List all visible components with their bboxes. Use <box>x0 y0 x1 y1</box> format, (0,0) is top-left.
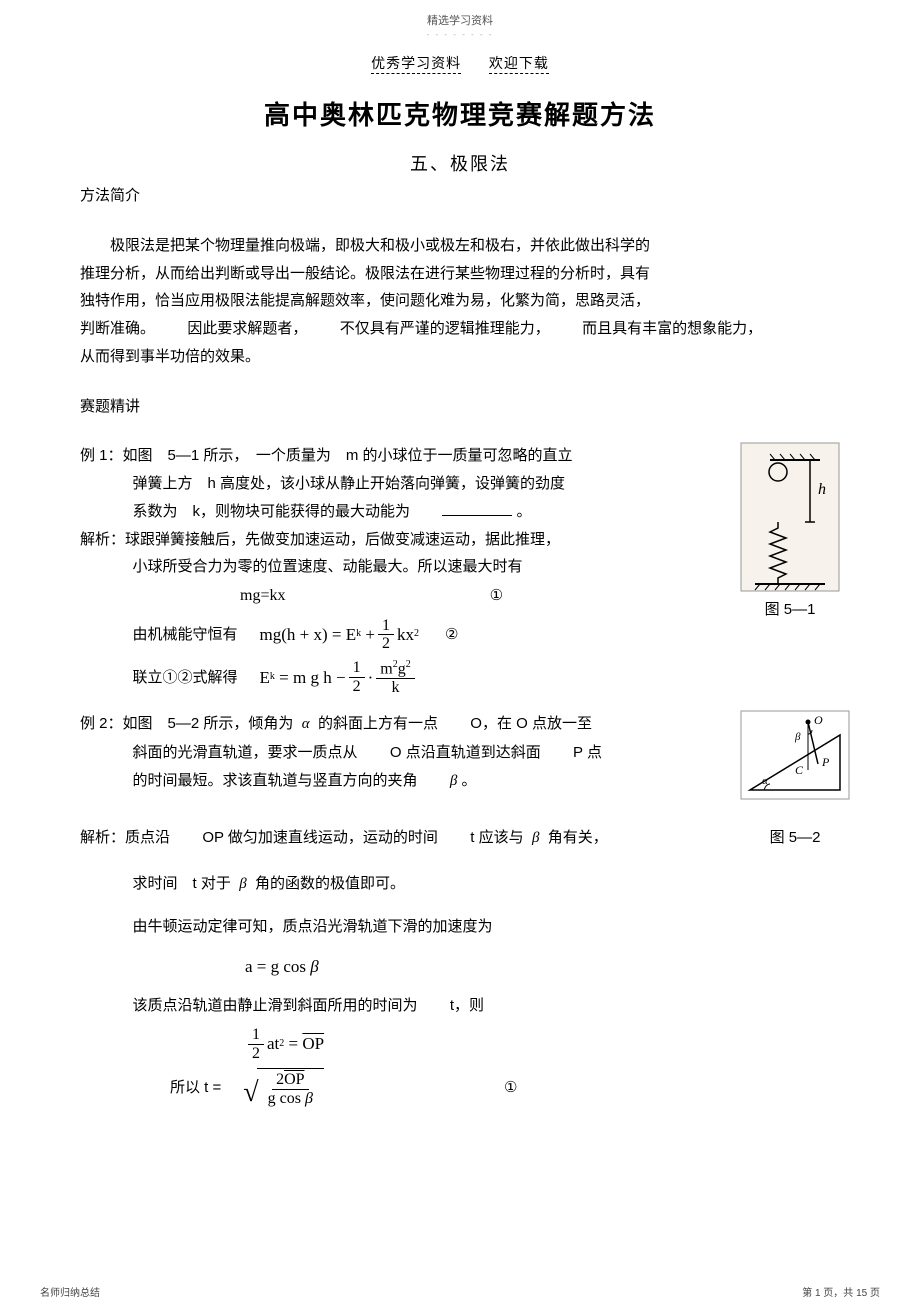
ex2-line2: 斜面的光滑直轨道，要求一质点从 O 点沿直轨道到达斜面 P 点 <box>80 739 840 767</box>
ex2-line3: 的时间最短。求该直轨道与竖直方向的夹角 β 。 <box>80 767 840 796</box>
ex2-eq-t-num: ① <box>504 1074 517 1102</box>
ex2-l1c: O，在 O 点放一至 <box>470 715 592 732</box>
ex1-eq3-lead: 联立①②式解得 <box>133 664 238 692</box>
beta-symbol: β <box>450 773 457 789</box>
ex2-l3b: 。 <box>462 772 477 789</box>
section-intro-label: 方法简介 <box>80 182 840 210</box>
ex2-l7b: t，则 <box>450 997 484 1014</box>
intro-4a: 判断准确。 <box>80 320 155 337</box>
eq-a-text: a = g cos <box>245 951 306 982</box>
svg-text:h: h <box>818 481 826 498</box>
svg-text:P: P <box>821 755 830 769</box>
ex2-eq-a: a = g cos β <box>245 951 840 982</box>
example-2: O P β C α 图 5—2 例 2：如图 5—2 所示，倾角为 α 的斜面上… <box>80 710 840 1107</box>
figure-5-1: h 图 5—1 <box>735 442 845 624</box>
ex2-line7: 该质点沿轨道由静止滑到斜面所用的时间为 t，则 <box>80 992 840 1020</box>
chapter-title: 五、极限法 <box>0 150 920 176</box>
ex1-eq2: mg(h + x) = Ek + 12 kx2 <box>260 617 419 653</box>
answer-blank <box>442 515 512 516</box>
intro-4b: 因此要求解题者， <box>187 320 307 337</box>
top-label: 精选学习资料 <box>0 0 920 28</box>
footer-left: 名师归纳总结 <box>40 1284 100 1299</box>
beta-symbol-2: β <box>532 830 539 846</box>
ex2-eq-t: 所以 t = √ 2OP g cos β ① <box>170 1068 840 1107</box>
figure-5-1-caption: 图 5—1 <box>735 596 845 624</box>
eq1-number: ① <box>490 582 503 610</box>
intro-line-3: 独特作用，恰当应用极限法能提高解题效率，使问题化难为易，化繁为简，思路灵活， <box>80 287 840 315</box>
ex1-l3a: 系数为 k，则物块可能获得的最大动能为 <box>133 503 411 520</box>
ex1-eq2-row: 由机械能守恒有 mg(h + x) = Ek + 12 kx2 ② <box>133 617 841 653</box>
ex2-line4: 解析：质点沿 OP 做匀加速直线运动，运动的时间 t 应该与 β 角有关， <box>80 824 840 853</box>
eq-mg-kx: mg=kx <box>240 581 285 611</box>
svg-text:C: C <box>795 763 804 777</box>
ex2-l1b: 的斜面上方有一点 <box>318 715 438 732</box>
example-1: h 图 5—1 例 1：如图 5—1 所示， 一个质量为 m 的小球位于一质量可… <box>80 442 840 696</box>
ex2-l7a: 该质点沿轨道由静止滑到斜面所用的时间为 <box>133 997 418 1014</box>
ex2-line5: 求时间 t 对于 β 角的函数的极值即可。 <box>80 870 840 899</box>
ex1-line1: 例 1：如图 5—1 所示， 一个质量为 m 的小球位于一质量可忽略的直立 <box>80 442 840 470</box>
footer-right: 第 1 页，共 15 页 <box>802 1284 880 1299</box>
ex2-l2c: P 点 <box>573 744 602 761</box>
ex1-line4: 解析：球跟弹簧接触后，先做变加速运动，后做变减速运动，据此推理， <box>80 526 840 554</box>
intro-4d: 而且具有丰富的想象能力， <box>582 320 762 337</box>
alpha-symbol: α <box>302 716 310 732</box>
ex1-eq2-lead: 由机械能守恒有 <box>133 621 238 649</box>
decorative-dots: - - - - - - - - <box>0 30 920 39</box>
ex2-l2b: O 点沿直轨道到达斜面 <box>390 744 541 761</box>
ex2-l4c: t 应该与 <box>470 829 523 846</box>
ex1-eq3-row: 联立①②式解得 Ek = m g h − 12 · m2g2k <box>133 659 841 697</box>
eq2-number: ② <box>445 621 458 649</box>
ex2-l4b: OP 做匀加速直线运动，运动的时间 <box>202 829 438 846</box>
subtitle-left: 优秀学习资料 <box>371 55 461 74</box>
intro-4c: 不仅具有严谨的逻辑推理能力， <box>340 320 550 337</box>
ex2-line1: 例 2：如图 5—2 所示，倾角为 α 的斜面上方有一点 O，在 O 点放一至 <box>80 710 840 739</box>
svg-text:O: O <box>814 713 823 727</box>
intro-line-4: 判断准确。 因此要求解题者， 不仅具有严谨的逻辑推理能力， 而且具有丰富的想象能… <box>80 315 840 343</box>
figure-5-2: O P β C α 图 5—2 <box>735 710 855 852</box>
section-problems-label: 赛题精讲 <box>80 393 840 421</box>
ex2-l4d: 角有关， <box>548 829 608 846</box>
ex1-eq3: Ek = m g h − 12 · m2g2k <box>260 659 418 697</box>
ex1-l3b: 。 <box>517 503 532 520</box>
ex2-l2a: 斜面的光滑直轨道，要求一质点从 <box>133 744 358 761</box>
ex1-eq1: mg=kx ① <box>80 581 840 611</box>
beta-symbol-3: β <box>239 876 246 892</box>
ex2-line6: 由牛顿运动定律可知，质点沿光滑轨道下滑的加速度为 <box>80 913 840 941</box>
ex2-l3a: 的时间最短。求该直轨道与竖直方向的夹角 <box>133 772 418 789</box>
intro-line-2: 推理分析，从而给出判断或导出一般结论。极限法在进行某些物理过程的分析时，具有 <box>80 260 840 288</box>
ex1-line5: 小球所受合力为零的位置速度、动能最大。所以速最大时有 <box>80 553 840 581</box>
ex2-l4a: 解析：质点沿 <box>80 829 170 846</box>
ex2-l5b: 角的函数的极值即可。 <box>255 875 405 892</box>
ex2-l5a: 求时间 t 对于 <box>133 875 231 892</box>
svg-text:β: β <box>794 731 801 743</box>
ex2-l8: 所以 t = <box>170 1074 221 1102</box>
intro-line-1: 极限法是把某个物理量推向极端，即极大和极小或极左和极右，并依此做出科学的 <box>80 232 840 260</box>
subtitle-row: 优秀学习资料 欢迎下载 <box>0 53 920 73</box>
subtitle-right: 欢迎下载 <box>489 55 549 74</box>
ex2-l1a: 例 2：如图 5—2 所示，倾角为 <box>80 715 293 732</box>
svg-text:α: α <box>762 775 768 787</box>
ex1-line3: 系数为 k，则物块可能获得的最大动能为 。 <box>80 498 840 526</box>
intro-line-5: 从而得到事半功倍的效果。 <box>80 343 840 371</box>
figure-5-2-caption: 图 5—2 <box>735 824 855 852</box>
page-title: 高中奥林匹克物理竞赛解题方法 <box>0 95 920 132</box>
ex2-eq-half-at2: 12 at2 = OP <box>245 1026 840 1062</box>
ex1-line2: 弹簧上方 h 高度处，该小球从静止开始落向弹簧，设弹簧的劲度 <box>80 470 840 498</box>
